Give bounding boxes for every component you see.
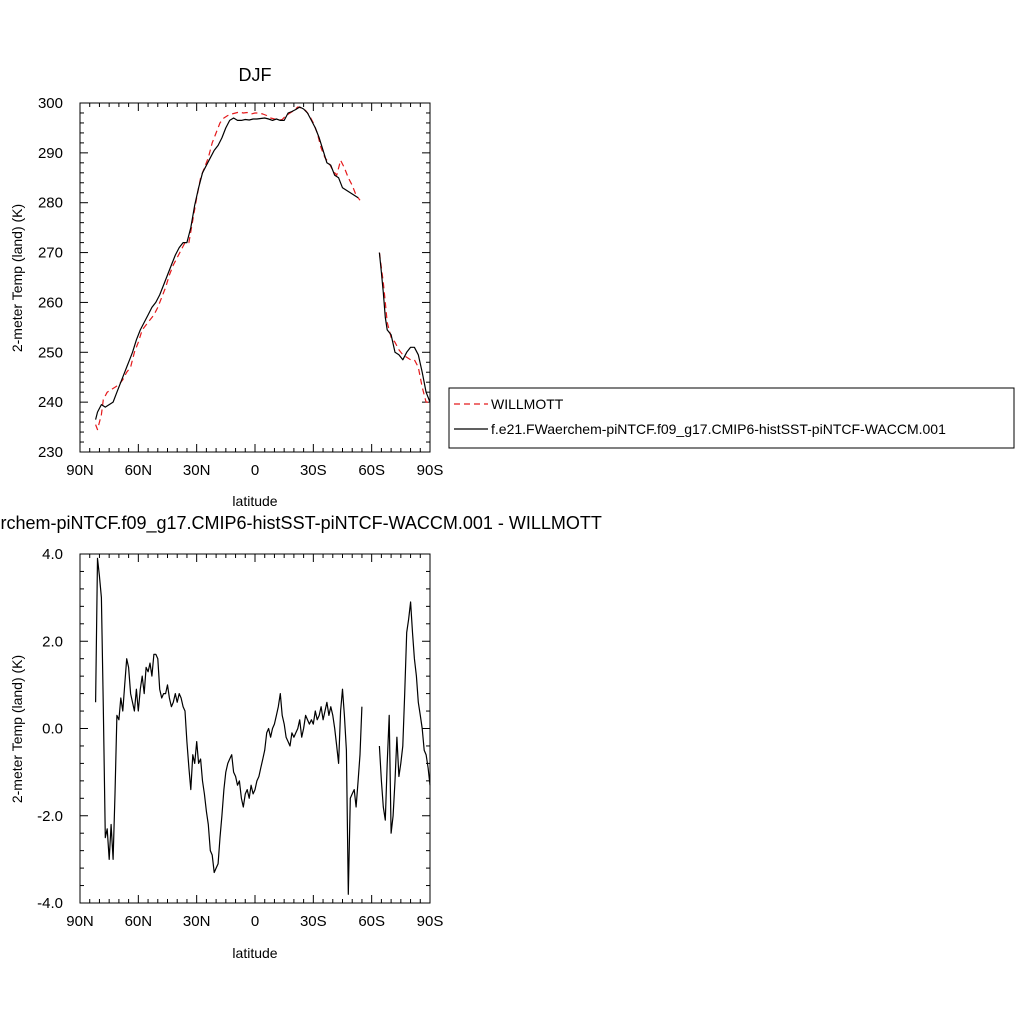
y-tick-label: 300 xyxy=(38,95,63,112)
y-tick-label: 290 xyxy=(38,145,63,162)
plot-frame xyxy=(79,102,431,453)
top-x-axis-label: latitude xyxy=(232,493,277,509)
y-tick-label: 4.0 xyxy=(42,546,63,563)
y-tick-label: 250 xyxy=(38,344,63,361)
x-tick-label: 60N xyxy=(125,462,153,479)
x-tick-label: 60N xyxy=(125,913,153,930)
bottom-x-axis-label: latitude xyxy=(232,945,277,961)
x-tick-label: 30N xyxy=(183,462,211,479)
y-tick-label: 280 xyxy=(38,195,63,212)
y-tick-label: -2.0 xyxy=(37,808,63,825)
top-y-axis-label: 2-meter Temp (land) (K) xyxy=(9,204,25,352)
x-tick-label: 90S xyxy=(417,462,444,479)
legend: WILLMOTT f.e21.FWaerchem-piNTCF.f09_g17.… xyxy=(448,387,1015,449)
x-tick-label: 30S xyxy=(300,462,327,479)
x-tick-label: 30N xyxy=(183,913,211,930)
x-tick-label: 30S xyxy=(300,913,327,930)
legend-box xyxy=(448,387,1015,449)
x-tick-label: 60S xyxy=(358,913,385,930)
y-tick-label: 260 xyxy=(38,294,63,311)
legend-willmott-label: WILLMOTT xyxy=(491,396,564,412)
x-tick-label: 90N xyxy=(66,913,94,930)
bottom-plot-area: 90N 60N 30N 0 30S 60S 90S -4.0 -2.0 0.0 2.0 4.0 xyxy=(37,546,443,930)
y-tick-label: 240 xyxy=(38,394,63,411)
series-1-segment-0 xyxy=(95,106,359,420)
y-tick-label: 2.0 xyxy=(42,633,63,650)
x-tick-label: 90N xyxy=(66,462,94,479)
legend-model-label: f.e21.FWaerchem-piNTCF.f09_g17.CMIP6-his… xyxy=(491,421,946,437)
bottom-y-axis-label: 2-meter Temp (land) (K) xyxy=(9,655,25,803)
series-0-segment-1 xyxy=(378,601,431,834)
series-1-segment-1 xyxy=(378,252,431,403)
series-0-segment-1 xyxy=(378,252,430,403)
bottom-chart-title: f.e21.FWaerchem-piNTCF.f09_g17.CMIP6-his… xyxy=(0,513,602,534)
x-tick-label: 90S xyxy=(417,913,444,930)
y-tick-label: 270 xyxy=(38,245,63,262)
y-tick-label: 0.0 xyxy=(42,721,63,738)
x-tick-label: 60S xyxy=(358,462,385,479)
y-tick-label: 230 xyxy=(38,444,63,461)
series-0-segment-0 xyxy=(95,106,361,431)
y-tick-label: -4.0 xyxy=(37,895,63,912)
top-plot-area: 90N 60N 30N 0 30S 60S 90S 230 240 250 260 270 280 290… xyxy=(38,95,443,479)
x-tick-label: 0 xyxy=(251,913,259,930)
plot-frame xyxy=(79,553,431,904)
x-tick-label: 0 xyxy=(251,462,259,479)
series-0-segment-0 xyxy=(95,557,363,895)
top-panel-djf: DJF 90N 60N 30N 0 30S 60S 90S 230 240 250 260 270 28… xyxy=(9,65,443,509)
bottom-panel-difference: f.e21.FWaerchem-piNTCF.f09_g17.CMIP6-his… xyxy=(0,513,602,961)
top-chart-title: DJF xyxy=(239,65,272,85)
